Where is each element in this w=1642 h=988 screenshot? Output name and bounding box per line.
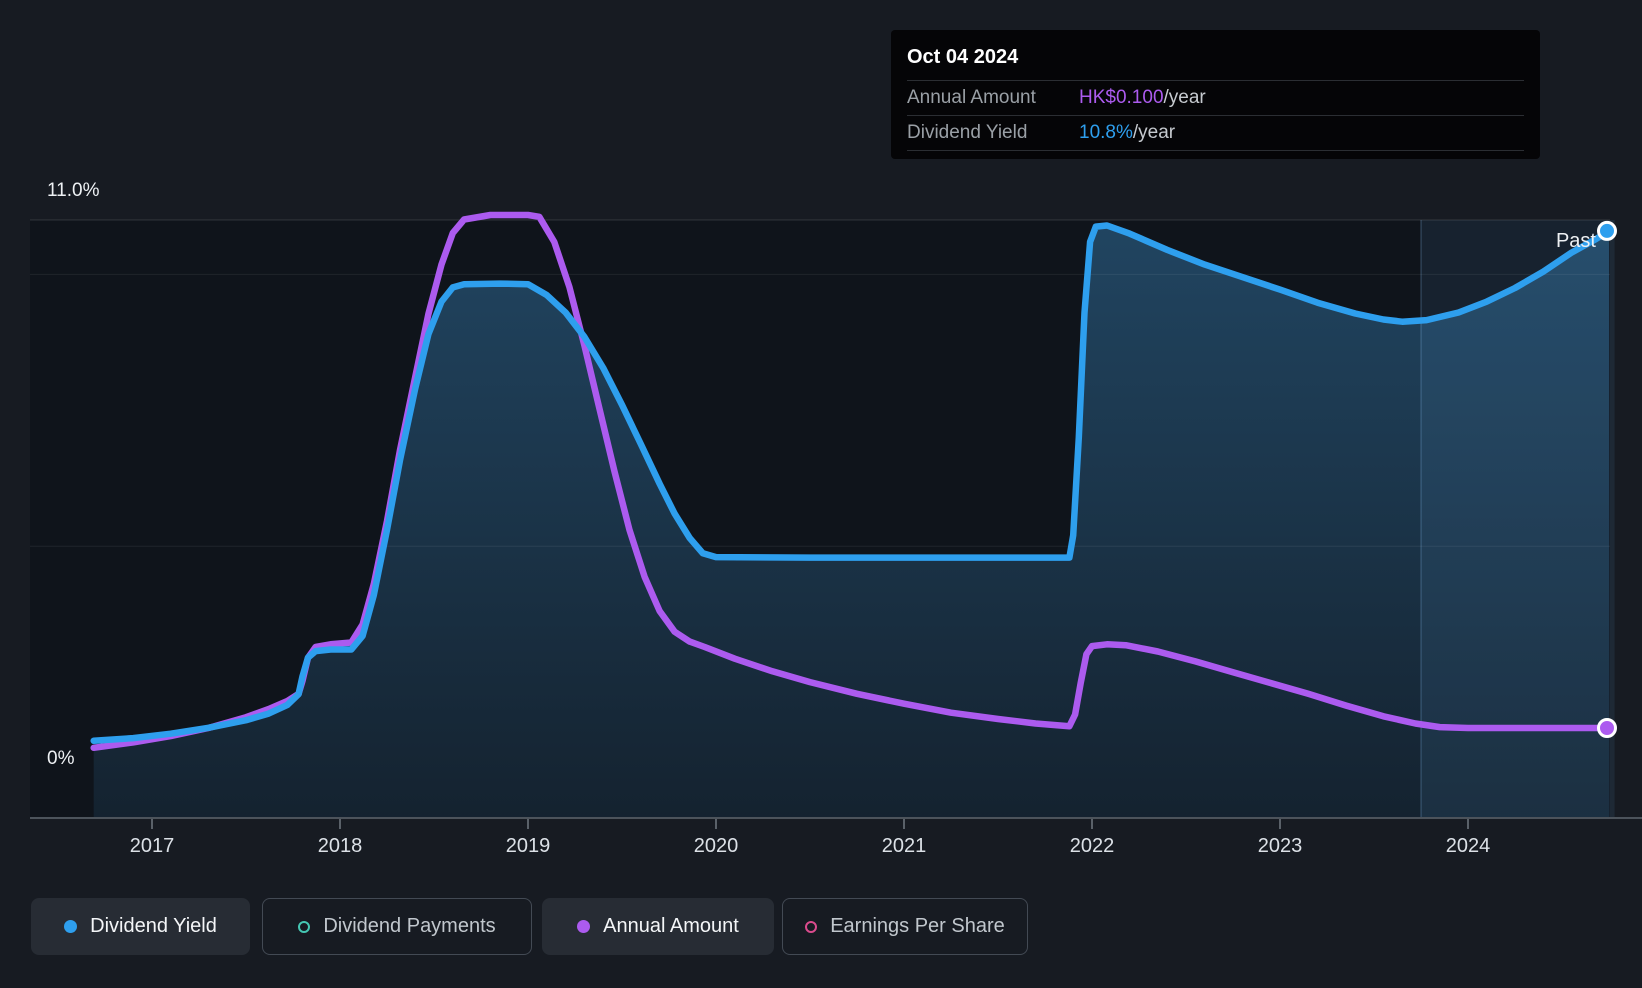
y-axis-zero-label: 0% (47, 748, 75, 769)
x-axis-label-2018: 2018 (318, 835, 363, 857)
dividend-yield-line (90, 222, 1613, 745)
tooltip-row-annual-amount: Annual Amount HK$0.100/year (907, 80, 1524, 115)
x-axis-label-2021: 2021 (882, 835, 927, 857)
x-axis-label-2017: 2017 (130, 835, 175, 857)
annual-amount-swatch-icon (577, 920, 591, 933)
dividend-yield-swatch-icon (64, 920, 78, 933)
legend-button-dividend-yield[interactable]: Dividend Yield (31, 898, 250, 955)
dividend-payments-swatch-icon (298, 920, 311, 933)
past-label: Past (1556, 230, 1596, 252)
x-axis-label-2022: 2022 (1070, 835, 1115, 857)
x-axis-label-2020: 2020 (694, 835, 739, 857)
tooltip-label: Annual Amount (907, 87, 1036, 108)
chart-tooltip: Oct 04 2024 Annual Amount HK$0.100/year … (891, 30, 1540, 159)
tooltip-label: Dividend Yield (907, 122, 1028, 143)
x-axis-label-2019: 2019 (506, 835, 551, 857)
legend-label: Dividend Payments (323, 915, 496, 937)
legend-button-earnings-per-share[interactable]: Earnings Per Share (782, 898, 1028, 955)
tooltip-row-dividend-yield: Dividend Yield 10.8%/year (907, 115, 1524, 151)
annual-amount-end-marker (1597, 718, 1617, 738)
legend-button-annual-amount[interactable]: Annual Amount (542, 898, 774, 955)
legend-label: Earnings Per Share (830, 915, 1005, 937)
past-period-band (1421, 220, 1615, 818)
tooltip-date: Oct 04 2024 (907, 46, 1019, 68)
x-axis-label-2024: 2024 (1446, 835, 1491, 857)
tooltip-value-suffix: /year (1132, 122, 1176, 143)
tooltip-value-annual-amount: HK$0.100 (1079, 87, 1164, 108)
earnings-per-share-swatch-icon (805, 920, 818, 933)
x-axis-label-2023: 2023 (1258, 835, 1303, 857)
legend-button-dividend-payments[interactable]: Dividend Payments (262, 898, 532, 955)
legend-label: Dividend Yield (90, 915, 217, 937)
tooltip-value-suffix: /year (1163, 87, 1206, 108)
dividend-yield-end-marker (1597, 220, 1617, 241)
tooltip-value-dividend-yield: 10.8% (1079, 122, 1133, 143)
legend-label: Annual Amount (603, 915, 739, 937)
annual-amount-line (90, 211, 1613, 752)
y-axis-max-label: 11.0% (47, 180, 100, 201)
